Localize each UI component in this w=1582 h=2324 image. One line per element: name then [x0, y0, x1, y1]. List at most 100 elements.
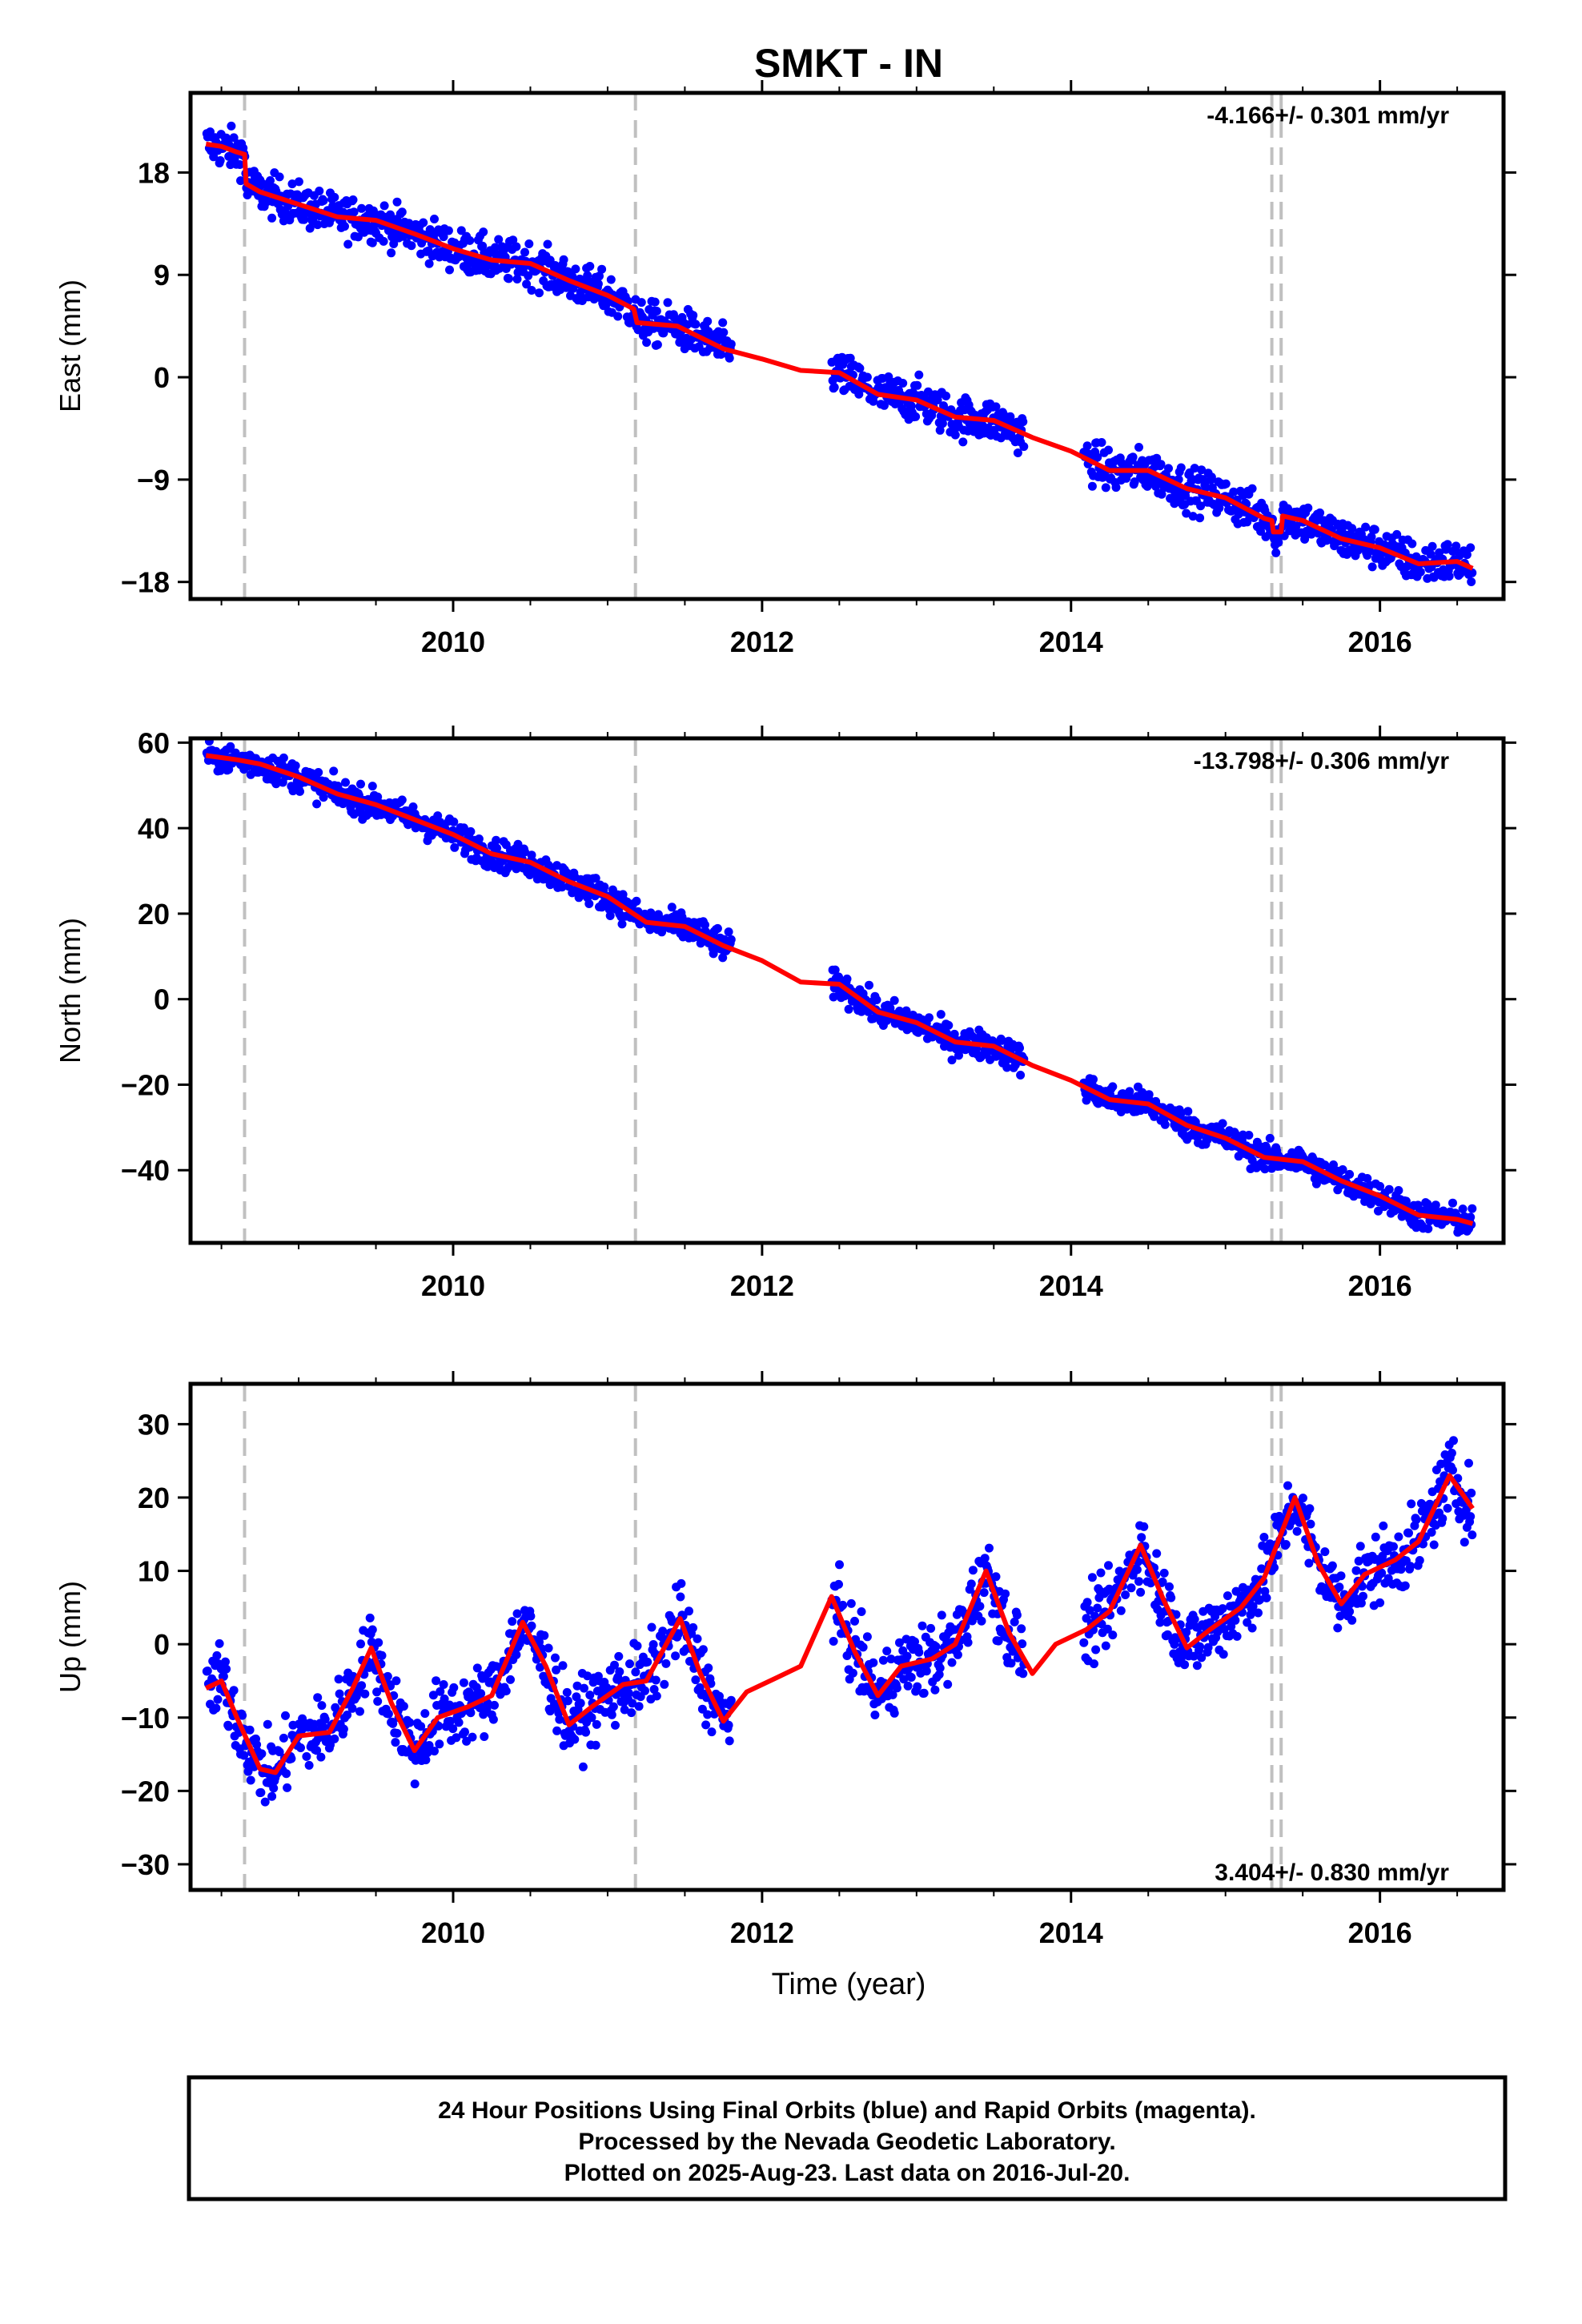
up-point-461	[592, 1719, 601, 1729]
up-point-1143	[1327, 1561, 1337, 1570]
east-point-618	[725, 353, 734, 363]
up-point-521	[643, 1657, 652, 1667]
up-point-23	[222, 1664, 231, 1674]
up-point-1134	[1320, 1547, 1330, 1557]
up-point-575	[689, 1622, 698, 1632]
up-point-426	[562, 1687, 572, 1697]
up-point-483	[611, 1720, 620, 1730]
up-point-944	[1159, 1568, 1169, 1578]
up-point-801	[979, 1588, 989, 1598]
up-point-983	[1192, 1661, 1202, 1671]
up-point-1235	[1406, 1562, 1415, 1571]
north-point-129	[312, 799, 322, 809]
up-point-672	[870, 1711, 880, 1719]
east-point-163	[340, 222, 349, 231]
east-point-870	[1097, 438, 1106, 447]
north-point-1162	[1345, 1169, 1355, 1179]
up-point-1014	[1219, 1650, 1228, 1659]
x-tick-label-2012: 2012	[730, 1916, 794, 1949]
up-point-354	[501, 1687, 511, 1696]
up-point-320	[472, 1663, 482, 1673]
east-point-256	[419, 218, 428, 227]
up-point-920	[1139, 1522, 1149, 1531]
north-point-603	[713, 923, 722, 933]
north-point-367	[513, 839, 523, 849]
north-point-638	[842, 974, 852, 983]
east-point-986	[1195, 513, 1205, 523]
east-point-138	[319, 196, 328, 205]
east-point-853	[1082, 441, 1092, 451]
east-point-1009	[1215, 503, 1224, 513]
y-tick-label: 20	[138, 1482, 170, 1514]
east-point-752	[938, 419, 947, 428]
east-point-756	[942, 392, 951, 400]
up-point-539	[658, 1626, 668, 1636]
east-point-450	[583, 271, 592, 280]
east-point-1247	[1415, 567, 1425, 577]
up-point-187	[360, 1689, 370, 1699]
x-tick-label-2014: 2014	[1039, 1916, 1103, 1949]
y-tick-label: 20	[138, 898, 170, 931]
north-point-640	[844, 1004, 853, 1014]
up-point-593	[704, 1663, 713, 1673]
up-point-1149	[1333, 1623, 1343, 1633]
east-point-949	[1164, 464, 1173, 473]
up-point-207	[377, 1651, 387, 1660]
up-point-1065	[1262, 1593, 1271, 1602]
up-point-1062	[1259, 1533, 1269, 1542]
up-point-656	[857, 1607, 866, 1616]
up-point-366	[512, 1650, 521, 1659]
up-point-367	[512, 1609, 522, 1618]
north-point-1012	[1218, 1119, 1227, 1128]
east-point-887	[1111, 483, 1121, 493]
east-point-422	[559, 255, 568, 264]
up-point-32	[229, 1686, 239, 1695]
y-tick-label: 10	[138, 1555, 170, 1588]
up-point-710	[902, 1651, 912, 1661]
north-point-1183	[1363, 1174, 1372, 1183]
east-point-366	[512, 242, 521, 251]
up-point-22	[221, 1657, 230, 1667]
up-point-298	[454, 1718, 464, 1727]
up-point-51	[245, 1725, 255, 1735]
up-point-1299	[1460, 1538, 1469, 1547]
up-point-314	[468, 1732, 477, 1742]
east-point-131	[313, 220, 323, 230]
up-point-715	[906, 1673, 916, 1682]
y-tick-label: −20	[121, 1775, 170, 1807]
up-point-131	[313, 1693, 323, 1703]
up-point-445	[578, 1762, 588, 1771]
east-point-620	[726, 340, 736, 349]
up-point-500	[625, 1659, 634, 1669]
up-model-line	[205, 1473, 1475, 1775]
up-point-942	[1158, 1577, 1167, 1586]
up-point-507	[631, 1667, 640, 1677]
east-point-941	[1157, 489, 1166, 499]
east-point-362	[508, 235, 518, 245]
up-point-193	[365, 1613, 375, 1622]
up-point-1115	[1304, 1558, 1314, 1568]
up-point-634	[838, 1600, 848, 1610]
east-point-987	[1196, 501, 1206, 511]
up-point-1304	[1464, 1458, 1473, 1468]
north-point-765	[950, 1029, 959, 1039]
up-point-1301	[1461, 1505, 1471, 1514]
up-point-291	[448, 1724, 458, 1734]
up-point-877	[1102, 1624, 1112, 1634]
north-panel: 2010 2012 2014 2016 60 40 20 0 −20 −40 North (mm) -…	[54, 726, 1516, 1302]
up-point-135	[316, 1752, 326, 1762]
up-point-532	[652, 1691, 661, 1701]
up-point-583	[695, 1683, 705, 1692]
up-point-597	[707, 1727, 717, 1737]
up-point-1090	[1283, 1481, 1292, 1490]
east-point-1026	[1229, 487, 1239, 497]
east-point-592	[703, 316, 713, 326]
north-point-1043	[1244, 1131, 1254, 1140]
up-point-93	[281, 1711, 290, 1720]
up-point-948	[1162, 1630, 1172, 1639]
north-point-291	[449, 817, 459, 826]
east-point-610	[718, 318, 728, 328]
up-point-733	[921, 1667, 931, 1676]
up-point-749	[935, 1663, 945, 1673]
up-point-12	[212, 1651, 222, 1660]
